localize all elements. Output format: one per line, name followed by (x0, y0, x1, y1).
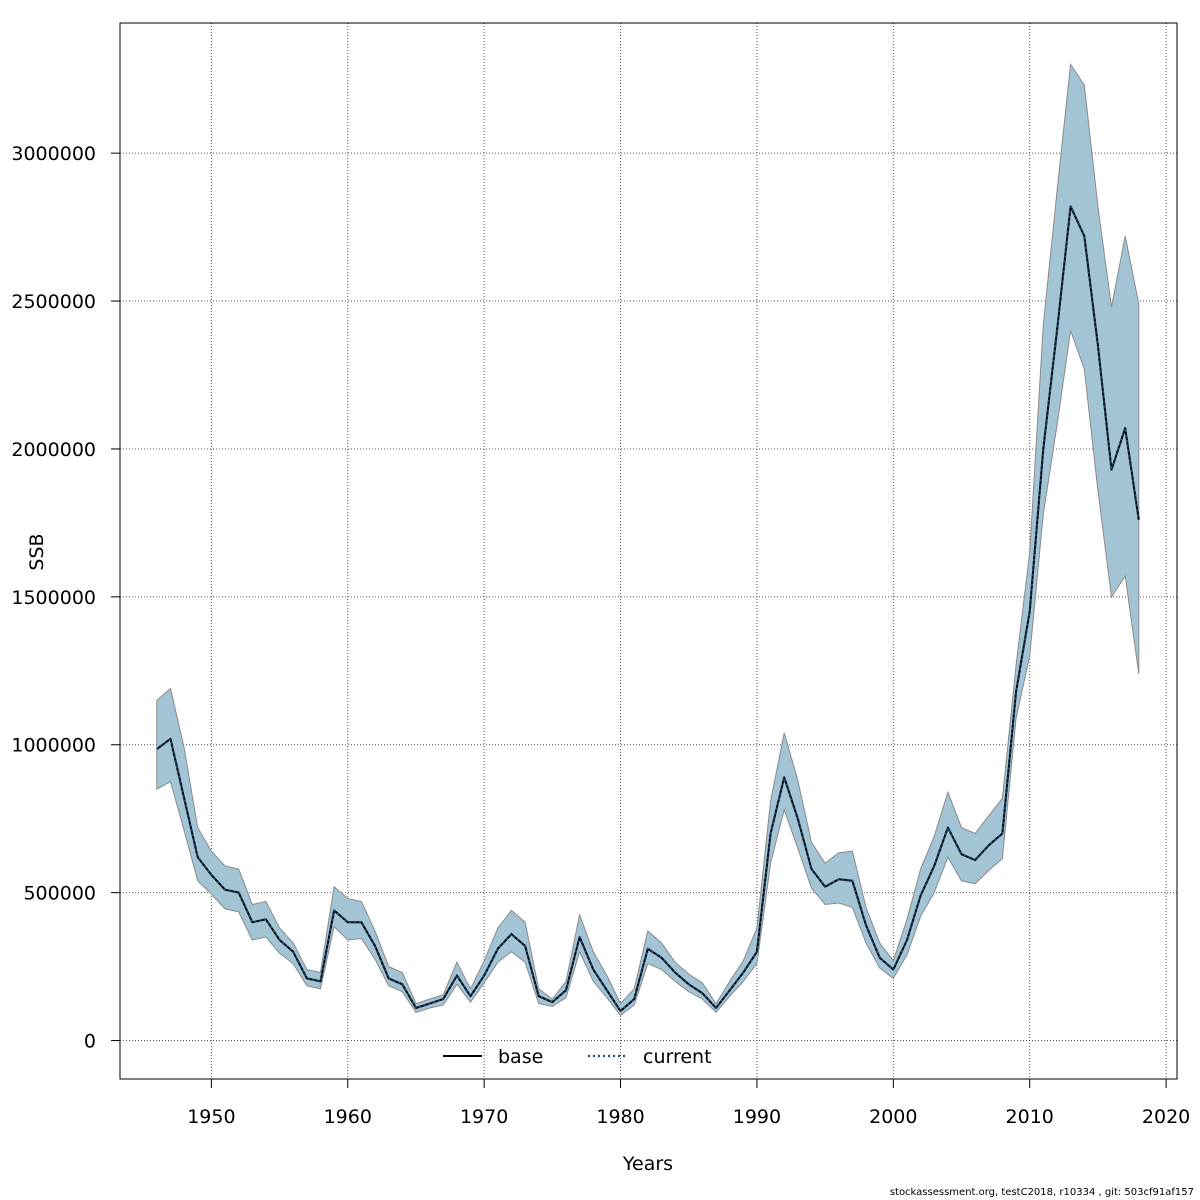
grid (120, 23, 1177, 1079)
y-tick-label: 3000000 (11, 143, 96, 165)
y-tick-label: 500000 (23, 883, 96, 905)
x-tick-label: 1980 (596, 1106, 644, 1128)
legend: base current (443, 1046, 712, 1068)
legend-current-label: current (643, 1046, 712, 1068)
y-tick-label: 1000000 (11, 735, 96, 757)
series-line-current (156, 205, 1140, 1013)
x-tick-label: 1990 (733, 1106, 781, 1128)
x-axis-title: Years (622, 1153, 673, 1175)
series-lines-layer (156, 205, 1140, 1013)
confidence-band-layer (156, 62, 1140, 1017)
series-line-base (156, 205, 1140, 1012)
y-axis-title: SSB (26, 533, 48, 570)
x-tick-label: 1950 (187, 1106, 235, 1128)
x-tick-label: 2000 (869, 1106, 917, 1128)
confidence-band (156, 62, 1140, 1017)
footer-note: stockassessment.org, testC2018, r10334 ,… (889, 1187, 1194, 1198)
x-tick-label: 1970 (460, 1106, 508, 1128)
x-tick-label: 2020 (1142, 1106, 1190, 1128)
y-axis: 0 500000 1000000 1500000 2000000 2500000 30000… (11, 143, 120, 1053)
y-tick-label: 2500000 (11, 291, 96, 313)
x-tick-label: 1960 (324, 1106, 372, 1128)
x-tick-label: 2010 (1006, 1106, 1054, 1128)
x-axis: 1950 1960 1970 1980 1990 2000 2010 2020 (187, 1078, 1190, 1128)
legend-base-label: base (498, 1046, 543, 1068)
y-tick-label: 2000000 (11, 439, 96, 461)
y-tick-label: 1500000 (11, 587, 96, 609)
plot-frame (119, 22, 1178, 1080)
y-tick-label: 0 (84, 1031, 96, 1053)
